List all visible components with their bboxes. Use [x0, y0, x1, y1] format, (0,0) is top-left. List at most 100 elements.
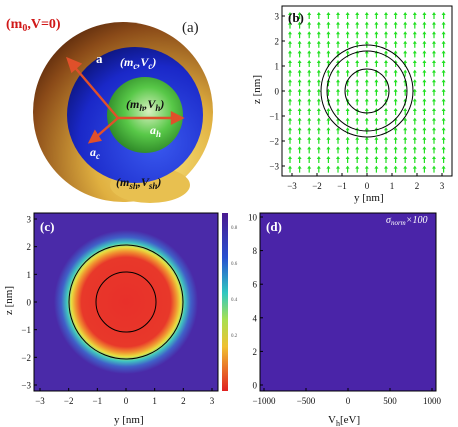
field-arrow [345, 165, 350, 173]
field-arrow [403, 136, 408, 144]
panel-d-xlabel: Vh[eV] [328, 414, 360, 427]
field-arrow [384, 108, 388, 115]
field-arrow [412, 60, 417, 67]
field-arrow [403, 127, 408, 135]
field-arrow [403, 12, 408, 19]
field-arrow [326, 31, 331, 39]
field-arrow [345, 146, 350, 154]
field-arrow [393, 40, 398, 48]
panel-b-ylabel: z [nm] [251, 75, 263, 104]
field-arrow [316, 12, 321, 19]
field-arrow [393, 146, 398, 154]
field-arrow [345, 31, 350, 39]
field-arrow [355, 88, 360, 96]
field-arrow [336, 98, 340, 106]
field-arrow [355, 165, 360, 173]
x-tick-label: −2 [312, 181, 322, 191]
field-arrow [432, 69, 436, 77]
shell-label: (msh,Vsh) [116, 175, 161, 191]
field-arrow [412, 127, 417, 135]
field-arrow [412, 40, 417, 48]
panel-d-x-ticks: −1000 −500 0 500 1000 [252, 388, 442, 406]
field-arrow [403, 156, 408, 163]
field-arrow [364, 156, 369, 163]
field-arrow [393, 79, 398, 87]
field-arrow [384, 12, 388, 19]
field-arrow [288, 165, 292, 173]
field-arrow [288, 156, 292, 163]
field-arrow [384, 88, 388, 96]
field-arrow [336, 88, 340, 96]
x-tick-label: −1 [337, 181, 347, 191]
panel-b-xlabel: y [nm] [354, 192, 384, 204]
field-arrow [441, 60, 446, 67]
panel-c-x-ticks: −3 −2 −1 0 1 2 3 [35, 388, 215, 406]
field-arrow [422, 60, 427, 67]
field-arrow [345, 156, 350, 163]
field-arrow [288, 40, 292, 48]
ah-label: ah [150, 123, 161, 139]
field-arrow [307, 165, 312, 173]
field-arrow [364, 146, 369, 154]
field-arrow [441, 21, 446, 29]
x-tick-label: 1 [390, 181, 395, 191]
field-arrow [364, 50, 369, 58]
field-arrow [355, 117, 360, 125]
x-tick-label: −2 [64, 396, 74, 406]
field-arrow [326, 21, 331, 29]
field-arrow [422, 31, 427, 39]
field-arrow [326, 12, 331, 19]
field-arrow [288, 69, 292, 77]
field-arrow [316, 40, 321, 48]
x-tick-label: 500 [383, 396, 397, 406]
field-arrow [374, 165, 379, 173]
field-arrow [336, 69, 340, 77]
field-arrow [384, 136, 388, 144]
field-arrow [355, 60, 360, 67]
field-arrow [422, 127, 427, 135]
field-arrow [336, 127, 340, 135]
field-arrow [297, 108, 302, 115]
field-arrow [403, 40, 408, 48]
x-tick-label: 0 [346, 396, 351, 406]
field-arrow [422, 98, 427, 106]
field-arrow [297, 31, 302, 39]
green-core [107, 77, 183, 153]
field-arrow [374, 146, 379, 154]
field-arrow [316, 69, 321, 77]
field-arrow [297, 12, 302, 19]
field-arrow [316, 127, 321, 135]
field-arrow [364, 12, 369, 19]
field-arrow [355, 21, 360, 29]
field-arrow [288, 117, 292, 125]
field-arrow [403, 146, 408, 154]
field-arrow [422, 146, 427, 154]
field-arrow [316, 98, 321, 106]
x-tick-label: −3 [35, 396, 45, 406]
field-arrow [384, 69, 388, 77]
field-arrow [297, 79, 302, 87]
field-arrow [336, 40, 340, 48]
field-arrow [374, 21, 379, 29]
field-arrow [403, 50, 408, 58]
field-arrow [384, 31, 388, 39]
field-arrow [307, 108, 312, 115]
field-arrow [384, 156, 388, 163]
field-arrow [345, 108, 350, 115]
panel-d-label: (d) [266, 219, 282, 234]
field-arrow [393, 165, 398, 173]
field-arrow [316, 117, 321, 125]
field-arrow [288, 50, 292, 58]
field-arrow [307, 98, 312, 106]
field-arrow [345, 69, 350, 77]
field-arrow [432, 79, 436, 87]
field-arrow [432, 31, 436, 39]
field-arrow [345, 88, 350, 96]
field-arrow [441, 50, 446, 58]
field-arrow [374, 156, 379, 163]
panel-a-label: (a) [182, 20, 199, 36]
field-arrow [326, 50, 331, 58]
panel-b-mid-circle [326, 50, 408, 132]
panel-b-label: (b) [288, 10, 304, 25]
field-arrow [374, 40, 379, 48]
